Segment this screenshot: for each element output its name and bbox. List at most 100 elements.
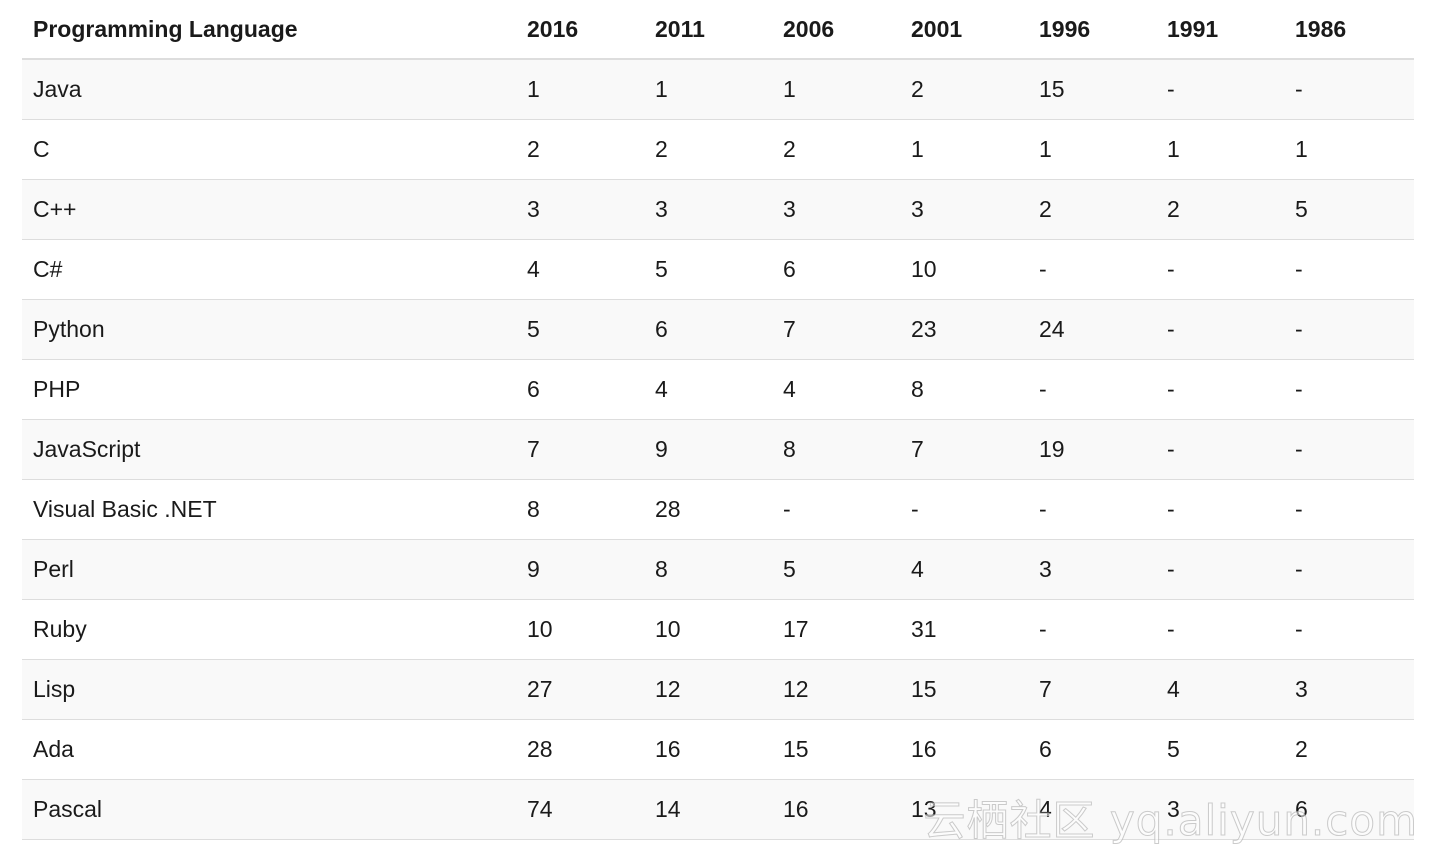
language-ranking-table: Programming Language 2016 2011 2006 2001 1996… [22, 0, 1414, 840]
rank-cell: 12 [644, 659, 772, 720]
rank-cell: 4 [516, 239, 644, 300]
rank-cell: 15 [1028, 59, 1156, 120]
rank-cell: - [1156, 59, 1284, 120]
rank-cell: 1 [900, 119, 1028, 180]
rank-cell: - [1156, 539, 1284, 600]
language-name-cell: C# [22, 239, 516, 300]
rank-cell: 28 [516, 719, 644, 780]
rank-cell: - [1284, 539, 1414, 600]
language-name-cell: Visual Basic .NET [22, 479, 516, 540]
table-row: Perl 9 8 5 4 3- - [22, 539, 1414, 600]
rank-cell: 15 [900, 659, 1028, 720]
rank-cell: 7 [900, 419, 1028, 480]
rank-cell: 5 [772, 539, 900, 600]
language-name-cell: PHP [22, 359, 516, 420]
rank-cell: - [1284, 479, 1414, 540]
rank-cell: 9 [516, 539, 644, 600]
column-header-language: Programming Language [22, 0, 516, 60]
rank-cell: 6 [1028, 719, 1156, 780]
table-row: Lisp 27 12 12 15 7 4 3 [22, 659, 1414, 720]
language-name-cell: Ada [22, 719, 516, 780]
table-row: Pascal 74 14 16 13 4 3 6 [22, 779, 1414, 840]
language-name-cell: C++ [22, 179, 516, 240]
rank-cell: 3 [900, 179, 1028, 240]
column-header-year: 1986 [1284, 0, 1414, 60]
language-name-cell: Pascal [22, 779, 516, 840]
rank-cell: 16 [644, 719, 772, 780]
rank-cell: - [1156, 299, 1284, 360]
rank-cell: - [1284, 299, 1414, 360]
rank-cell: 2 [1284, 719, 1414, 780]
rank-cell: - [1156, 359, 1284, 420]
column-header-year: 2016 [516, 0, 644, 60]
rank-cell: 4 [1156, 659, 1284, 720]
rank-cell: 4 [772, 359, 900, 420]
table-row: Java 1 1 1 2 15- - [22, 59, 1414, 120]
rank-cell: 3 [772, 179, 900, 240]
rank-cell: 12 [772, 659, 900, 720]
rank-cell: 10 [516, 599, 644, 660]
rank-cell: 6 [1284, 779, 1414, 840]
rank-cell: 2 [1156, 179, 1284, 240]
rank-cell: - [1028, 359, 1156, 420]
rank-cell: 10 [900, 239, 1028, 300]
rank-cell: 13 [900, 779, 1028, 840]
rank-cell: 16 [772, 779, 900, 840]
rank-cell: 28 [644, 479, 772, 540]
table-row: Visual Basic .NET 8 28- - - - - [22, 479, 1414, 540]
language-name-cell: JavaScript [22, 419, 516, 480]
rank-cell: 1 [1028, 119, 1156, 180]
column-header-year: 2011 [644, 0, 772, 60]
rank-cell: 5 [1284, 179, 1414, 240]
rank-cell: 10 [644, 599, 772, 660]
rank-cell: 3 [516, 179, 644, 240]
language-name-cell: C [22, 119, 516, 180]
language-name-cell: Lisp [22, 659, 516, 720]
rank-cell: 24 [1028, 299, 1156, 360]
rank-cell: 1 [772, 59, 900, 120]
rank-cell: - [1028, 239, 1156, 300]
rank-cell: 7 [772, 299, 900, 360]
rank-cell: - [1284, 359, 1414, 420]
rank-cell: 5 [516, 299, 644, 360]
rank-cell: 8 [900, 359, 1028, 420]
rank-cell: 5 [1156, 719, 1284, 780]
rank-cell: - [900, 479, 1028, 540]
rank-cell: 4 [644, 359, 772, 420]
rank-cell: 27 [516, 659, 644, 720]
rank-cell: 15 [772, 719, 900, 780]
rank-cell: 3 [1156, 779, 1284, 840]
table-row: JavaScript 7 9 8 7 19- - [22, 419, 1414, 480]
language-name-cell: Python [22, 299, 516, 360]
rank-cell: 1 [516, 59, 644, 120]
rank-cell: 8 [516, 479, 644, 540]
rank-cell: 6 [644, 299, 772, 360]
rank-cell: 2 [516, 119, 644, 180]
rank-cell: 4 [1028, 779, 1156, 840]
rank-cell: 7 [516, 419, 644, 480]
rank-cell: 16 [900, 719, 1028, 780]
rank-cell: 5 [644, 239, 772, 300]
ranking-table-container: Programming Language 2016 2011 2006 2001 1996… [22, 0, 1414, 840]
rank-cell: - [1156, 479, 1284, 540]
rank-cell: 1 [1156, 119, 1284, 180]
column-header-year: 1991 [1156, 0, 1284, 60]
language-name-cell: Perl [22, 539, 516, 600]
table-row: Ruby 10 10 17 31- - - [22, 599, 1414, 660]
table-body: Java 1 1 1 2 15- - C 2 2 2 1 1 1 1 C++ 3 3 3 3 2 2 5 C# 4 5 6 10- - -… [22, 59, 1414, 840]
rank-cell: 3 [644, 179, 772, 240]
table-row: C# 4 5 6 10- - - [22, 239, 1414, 300]
rank-cell: 9 [644, 419, 772, 480]
rank-cell: 8 [772, 419, 900, 480]
table-row: Python 5 6 7 23 24- - [22, 299, 1414, 360]
rank-cell: 7 [1028, 659, 1156, 720]
column-header-year: 2006 [772, 0, 900, 60]
column-header-year: 2001 [900, 0, 1028, 60]
language-name-cell: Java [22, 59, 516, 120]
rank-cell: 8 [644, 539, 772, 600]
rank-cell: 2 [900, 59, 1028, 120]
rank-cell: - [772, 479, 900, 540]
rank-cell: 1 [644, 59, 772, 120]
table-row: C++ 3 3 3 3 2 2 5 [22, 179, 1414, 240]
